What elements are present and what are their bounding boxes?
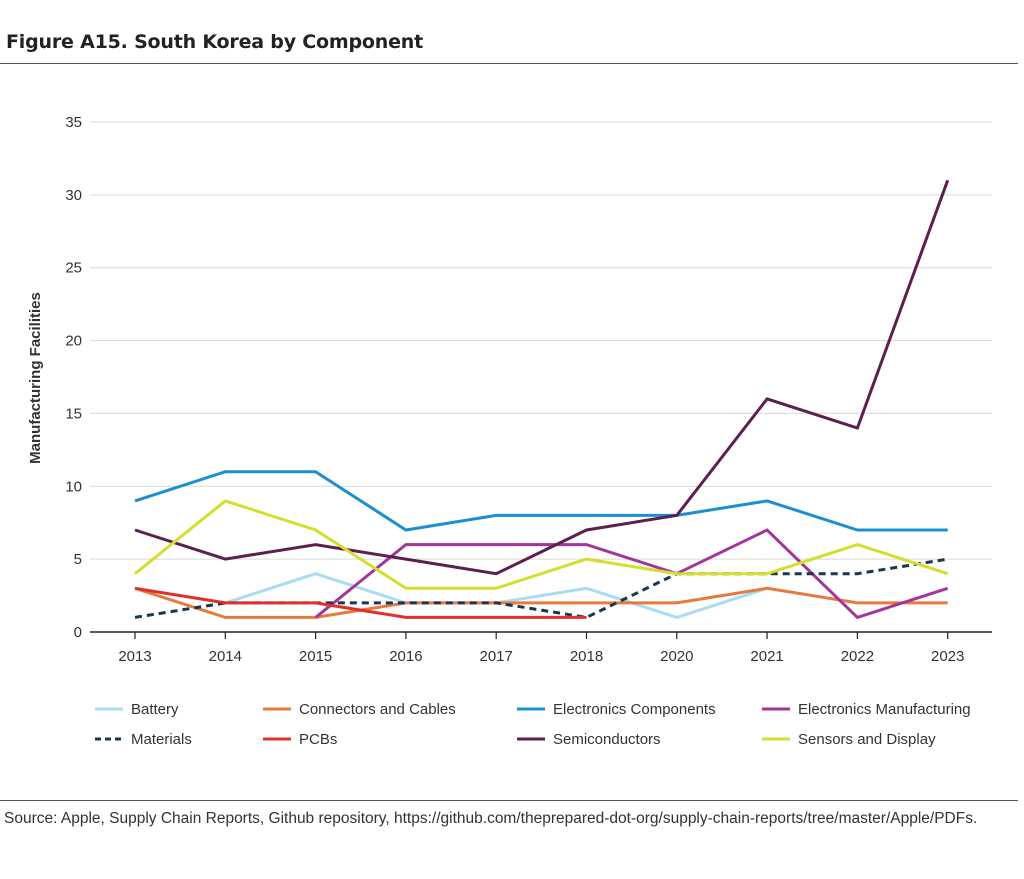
legend-item-semiconductors: Semiconductors <box>517 731 661 748</box>
series-lines <box>134 179 950 620</box>
y-tick-label: 0 <box>74 624 82 641</box>
y-axis-ticks: 0 5 10 15 20 25 30 35 <box>65 114 82 641</box>
y-tick-label: 10 <box>65 478 82 495</box>
legend-label: Materials <box>131 731 192 748</box>
x-tick-label: 2013 <box>118 648 151 665</box>
legend-item-materials: Materials <box>95 731 192 748</box>
legend-label: PCBs <box>299 731 337 748</box>
legend-item-battery: Battery <box>95 701 179 718</box>
x-tick-label: 2017 <box>480 648 513 665</box>
x-tick-label: 2016 <box>389 648 422 665</box>
legend-label: Sensors and Display <box>798 731 936 748</box>
legend-item-connectors-and-cables: Connectors and Cables <box>263 701 456 718</box>
series-line-semiconductors <box>134 179 950 576</box>
legend-label: Connectors and Cables <box>299 701 456 718</box>
y-tick-label: 35 <box>65 114 82 131</box>
legend-item-electronics-components: Electronics Components <box>517 701 716 718</box>
x-tick-label: 2021 <box>750 648 783 665</box>
series-line-sensors-and-display <box>134 499 949 590</box>
y-tick-label: 15 <box>65 405 82 422</box>
figure-title: Figure A15. South Korea by Component <box>6 31 423 53</box>
gridlines <box>90 121 992 560</box>
series-line-electronics-components <box>134 470 948 532</box>
y-tick-label: 25 <box>65 260 82 277</box>
legend: Battery Connectors and Cables Electronics … <box>95 701 971 748</box>
x-tick-label: 2022 <box>841 648 874 665</box>
series-line-pcbs <box>134 586 587 619</box>
y-axis-label: Manufacturing Facilities <box>27 292 44 464</box>
source-note: Source: Apple, Supply Chain Reports, Git… <box>4 810 978 827</box>
x-tick-label: 2015 <box>299 648 332 665</box>
source-divider <box>0 800 1018 801</box>
x-tick-label: 2020 <box>660 648 693 665</box>
x-axis: 2013 2014 2015 2016 2017 2018 2020 2021 2022 2023 <box>90 631 992 665</box>
legend-label: Electronics Manufacturing <box>798 701 971 718</box>
legend-label: Battery <box>131 701 179 718</box>
legend-label: Electronics Components <box>553 701 716 718</box>
y-tick-label: 30 <box>65 187 82 204</box>
legend-item-electronics-manufacturing: Electronics Manufacturing <box>762 701 971 718</box>
legend-label: Semiconductors <box>553 731 661 748</box>
series-line-electronics-manufacturing <box>314 528 949 620</box>
x-tick-label: 2014 <box>209 648 242 665</box>
legend-item-sensors-and-display: Sensors and Display <box>762 731 936 748</box>
y-tick-label: 20 <box>65 333 82 350</box>
series-line-connectors-and-cables <box>134 586 948 619</box>
legend-item-pcbs: PCBs <box>263 731 337 748</box>
title-divider <box>0 63 1018 64</box>
y-tick-label: 5 <box>74 551 82 568</box>
series-line-battery <box>134 572 768 619</box>
x-tick-label: 2018 <box>570 648 603 665</box>
x-tick-label: 2023 <box>931 648 964 665</box>
